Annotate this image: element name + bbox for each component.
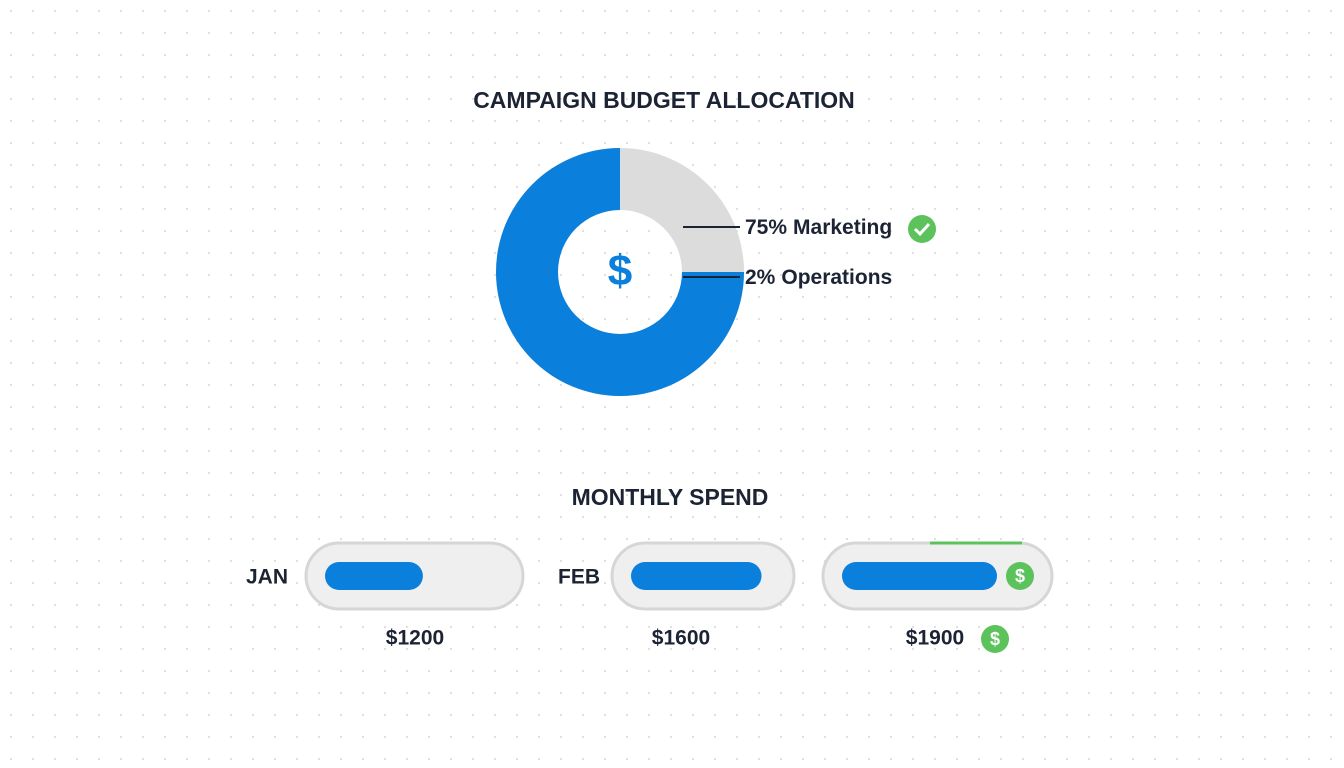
dollar-glyph: $: [990, 629, 1000, 649]
pie-title: CAMPAIGN BUDGET ALLOCATION: [473, 87, 855, 113]
check-mark: [913, 222, 931, 237]
bar: [631, 562, 762, 590]
value-label: $1600: [652, 627, 710, 650]
value-label: $1200: [386, 627, 444, 650]
bar-title: MONTHLY SPEND: [572, 484, 769, 510]
slice-label: 75% Marketing: [745, 216, 892, 239]
bar: [842, 562, 997, 590]
month-label: JAN: [246, 566, 288, 589]
chart-layer: $75% Marketing 2% Operations JAN $1200 FEB $160…: [246, 148, 1054, 650]
dollar-icon: [981, 625, 1009, 653]
value-label: $1900: [906, 627, 964, 650]
bar: [325, 562, 423, 590]
slice-value: 75%: [745, 216, 787, 239]
slice-label: 2% Operations: [745, 266, 892, 289]
slice-value: 2%: [745, 266, 776, 289]
check-icon: [908, 215, 936, 243]
month-label: FEB: [558, 566, 600, 589]
dollar-icon: [1006, 562, 1034, 590]
slice-category: Operations: [781, 266, 892, 289]
center-icon: $: [608, 247, 632, 296]
donut-slice: [681, 256, 744, 272]
dollar-glyph: $: [1015, 566, 1025, 586]
donut-slice: [496, 148, 744, 396]
slice-category: Marketing: [793, 216, 892, 239]
